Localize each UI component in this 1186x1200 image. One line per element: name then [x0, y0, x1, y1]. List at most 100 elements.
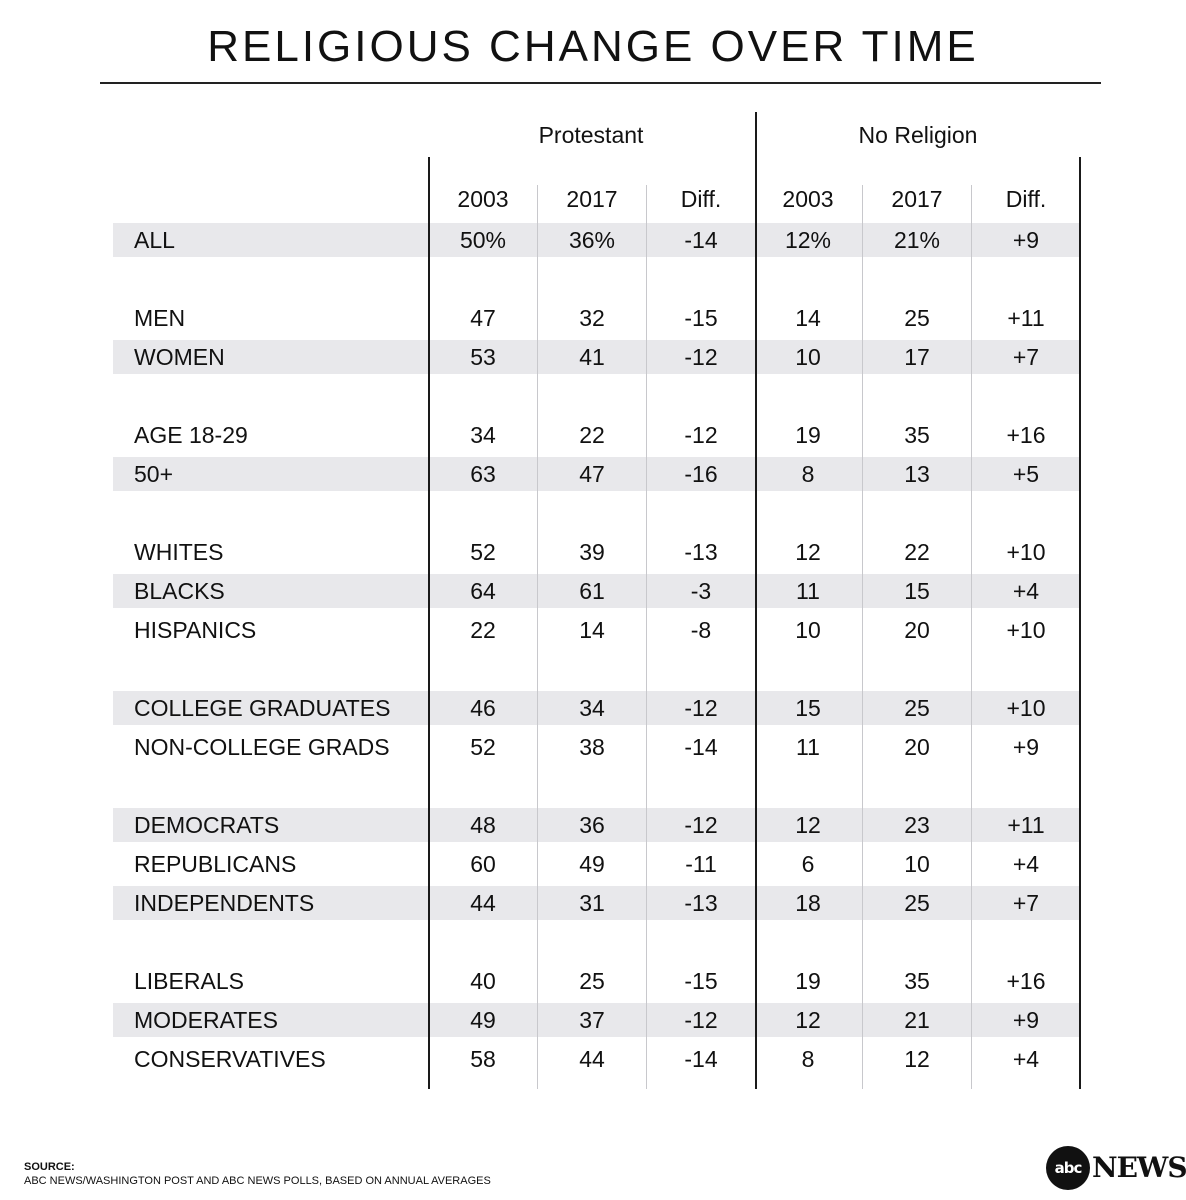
table-cell: 6 [801, 851, 815, 877]
table-cell: 36 [579, 812, 605, 838]
table-cell: 58 [470, 1046, 496, 1072]
table-cell: 23 [904, 812, 930, 838]
table-cell: 60 [470, 851, 496, 877]
table-cell: 19 [795, 422, 821, 448]
abc-logo-mark: abc [1046, 1146, 1090, 1190]
column-header: 2017 [891, 186, 943, 212]
table-cell: 8 [801, 461, 815, 487]
row-band [113, 574, 1079, 608]
table-cell: +4 [1012, 578, 1040, 604]
table-cell: -11 [685, 851, 717, 877]
table-cell: 14 [579, 617, 605, 643]
row-label: MODERATES [134, 1007, 278, 1033]
table-cell: 38 [579, 734, 605, 760]
table-cell: 53 [470, 344, 496, 370]
table-cell: 22 [904, 539, 930, 565]
table-cell: 39 [579, 539, 605, 565]
table-cell: +7 [1012, 890, 1040, 916]
row-label: MEN [134, 305, 186, 331]
table-cell: 19 [795, 968, 821, 994]
table-cell: 34 [470, 422, 496, 448]
row-label: WHITES [134, 539, 224, 565]
table-cell: 13 [904, 461, 930, 487]
group-divider-rule [755, 112, 757, 1089]
group-header: Protestant [538, 122, 644, 148]
table-cell: 12 [795, 1007, 821, 1033]
table-cell: 47 [579, 461, 605, 487]
table-cell: -13 [684, 539, 718, 565]
table-cell: -12 [684, 1007, 718, 1033]
table-cell: +11 [1007, 305, 1045, 331]
table-cell: 49 [470, 1007, 496, 1033]
protestant-left-rule [428, 157, 430, 1089]
row-label: AGE 18-29 [134, 422, 248, 448]
table-cell: +10 [1006, 617, 1046, 643]
row-band [113, 808, 1079, 842]
table-cell: -13 [684, 890, 718, 916]
table-cell: 25 [904, 695, 930, 721]
column-header: 2003 [457, 186, 509, 212]
page-title: RELIGIOUS CHANGE OVER TIME [207, 22, 979, 71]
table-cell: 32 [579, 305, 605, 331]
table-cell: 63 [470, 461, 496, 487]
table-cell: 15 [795, 695, 821, 721]
abc-news-logo: abc NEWS [1046, 1146, 1186, 1190]
column-rule [646, 185, 647, 1089]
row-label: LIBERALS [134, 968, 244, 994]
table-cell: 47 [470, 305, 496, 331]
row-label: NON-COLLEGE GRADS [134, 734, 390, 760]
table-cell: 12% [784, 227, 832, 253]
row-band [113, 340, 1079, 374]
table-cell: -12 [684, 344, 718, 370]
table-cell: 36% [568, 227, 616, 253]
table-cell: -14 [684, 734, 718, 760]
row-band [113, 1003, 1079, 1037]
table-cell: +9 [1012, 734, 1040, 760]
table-cell: -3 [690, 578, 712, 604]
table-cell: 52 [470, 539, 496, 565]
table-cell: 12 [904, 1046, 930, 1072]
table-cell: +5 [1012, 461, 1040, 487]
table-cell: 40 [470, 968, 496, 994]
table-cell: 41 [579, 344, 605, 370]
table-cell: 22 [470, 617, 496, 643]
table-cell: -15 [684, 968, 718, 994]
table-cell: 25 [904, 890, 930, 916]
table-cell: 14 [795, 305, 821, 331]
column-header: 2003 [782, 186, 834, 212]
source-label: SOURCE: [24, 1161, 75, 1173]
table-cell: 44 [579, 1046, 605, 1072]
table-cell: 46 [470, 695, 496, 721]
table-cell: 44 [470, 890, 496, 916]
table-cell: 48 [470, 812, 496, 838]
table-cell: 10 [795, 344, 821, 370]
row-label: 50+ [134, 461, 174, 487]
table-cell: +4 [1012, 1046, 1040, 1072]
row-label: DEMOCRATS [134, 812, 280, 838]
title-divider [100, 82, 1101, 84]
table-cell: 64 [470, 578, 496, 604]
column-header: Diff. [680, 186, 722, 212]
row-band [113, 886, 1079, 920]
table-cell: +9 [1012, 227, 1040, 253]
table-cell: 31 [579, 890, 605, 916]
table-cell: -12 [684, 695, 718, 721]
table-cell: +9 [1012, 1007, 1040, 1033]
table-cell: +11 [1007, 812, 1045, 838]
table-cell: 12 [795, 812, 821, 838]
table-cell: 11 [796, 734, 820, 760]
group-header: No Religion [858, 122, 978, 148]
table-cell: -15 [684, 305, 718, 331]
table-cell: 35 [904, 968, 930, 994]
row-band [113, 457, 1079, 491]
table-cell: 11 [796, 578, 820, 604]
table-cell: 17 [904, 344, 930, 370]
table-cell: 25 [904, 305, 930, 331]
news-wordmark: NEWS [1092, 1151, 1186, 1184]
table-cell: +10 [1006, 695, 1046, 721]
row-label: INDEPENDENTS [134, 890, 315, 916]
table-cell: 49 [579, 851, 605, 877]
table-cell: 61 [579, 578, 605, 604]
table-cell: -14 [684, 1046, 718, 1072]
